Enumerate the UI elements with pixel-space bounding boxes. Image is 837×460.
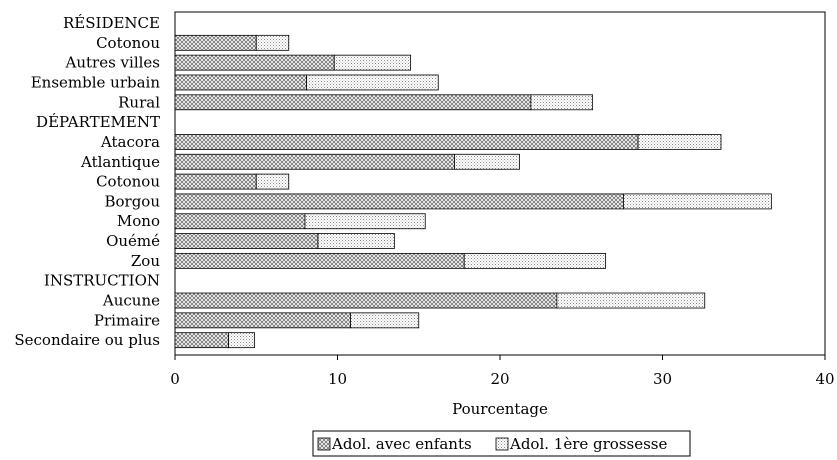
category-label: Aucune [102, 292, 160, 310]
bar-segment-series-1 [174, 134, 639, 150]
bar-segment-series-1 [174, 332, 230, 349]
bar-segment-series-1 [174, 233, 319, 249]
bar-segment-series-1 [174, 74, 308, 91]
x-tick-label: 10 [328, 370, 347, 388]
bar-segment-series-1 [174, 173, 257, 190]
category-label: Atlantique [80, 153, 160, 171]
x-axis: 0 10 20 30 40 [170, 355, 835, 388]
bar-segment-series-2 [304, 213, 426, 230]
bar-segment-series-1 [174, 54, 335, 71]
category-label: Secondaire ou plus [14, 331, 160, 349]
bar-segment-series-2 [317, 233, 395, 249]
bar-segment-series-2 [228, 332, 256, 349]
category-label: Cotonou [96, 34, 160, 52]
bar-segment-series-2 [255, 34, 290, 51]
bar-segment-series-1 [174, 94, 532, 111]
category-label: Atacora [100, 133, 160, 151]
category-label: Primaire [94, 311, 160, 329]
category-label: RÉSIDENCE [63, 14, 160, 32]
bar-segment-series-2 [454, 153, 520, 170]
category-label: Zou [131, 252, 160, 270]
category-label: DÉPARTEMENT [36, 113, 160, 131]
bar-segment-series-1 [174, 312, 351, 329]
category-label: Autres villes [65, 54, 160, 72]
bar-segment-series-1 [174, 34, 257, 51]
category-label: Mono [117, 212, 160, 230]
bar-segment-series-1 [174, 193, 624, 210]
bar-segment-series-2 [637, 134, 722, 150]
category-label: Ouémé [106, 232, 160, 250]
bar-segment-series-1 [174, 292, 558, 309]
bar-segment-series-2 [306, 74, 439, 91]
bar-segment-series-2 [530, 94, 594, 111]
x-tick-label: 0 [170, 370, 180, 388]
bar-segment-series-1 [174, 252, 465, 269]
legend-label-series-1: Adol. avec enfants [331, 435, 472, 453]
bar-segment-series-2 [350, 312, 420, 329]
category-label: Borgou [104, 192, 160, 210]
legend-swatch-series-2 [495, 437, 509, 451]
x-tick-label: 30 [653, 370, 672, 388]
bar-segment-series-2 [463, 252, 607, 269]
bar-segment-series-2 [255, 173, 290, 190]
bar-segment-series-1 [174, 213, 306, 230]
bar-segment-series-1 [174, 153, 455, 170]
bar-segment-series-2 [556, 292, 706, 309]
category-label: Cotonou [96, 173, 160, 191]
legend-label-series-2: Adol. 1ère grossesse [509, 435, 668, 453]
legend-swatch-series-1 [317, 437, 331, 451]
category-label: INSTRUCTION [44, 272, 160, 290]
category-label: Ensemble urbain [31, 73, 161, 91]
x-tick-label: 40 [815, 370, 834, 388]
bar-segment-series-2 [623, 193, 772, 210]
x-tick-label: 20 [490, 370, 509, 388]
bars-layer [174, 34, 772, 349]
x-axis-label: Pourcentage [452, 400, 548, 418]
category-label: Rural [118, 93, 160, 111]
legend: Adol. avec enfants Adol. 1ère grossesse [312, 430, 691, 457]
bar-segment-series-2 [333, 54, 412, 71]
